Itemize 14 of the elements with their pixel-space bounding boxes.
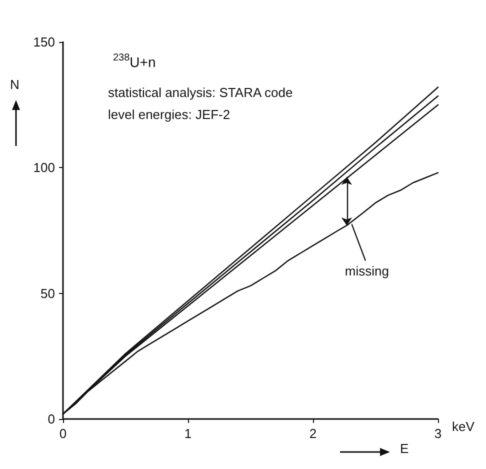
x-axis-title: E (400, 441, 409, 456)
y-axis-title: N (10, 77, 20, 92)
x-tick-label: 2 (309, 426, 317, 441)
x-tick-label: 1 (184, 426, 192, 441)
x-tick-label: 0 (59, 426, 67, 441)
annotation: missing (344, 263, 389, 278)
x-tick-label: 3 (434, 426, 442, 441)
annotation: statistical analysis: STARA code (108, 85, 293, 100)
y-tick-label: 100 (33, 160, 55, 176)
y-tick-label: 0 (48, 412, 55, 426)
text: keV (452, 419, 475, 434)
y-tick-label: 150 (33, 34, 55, 50)
annotation: level energies: JEF-2 (108, 107, 230, 122)
y-tick-label: 50 (40, 286, 55, 301)
